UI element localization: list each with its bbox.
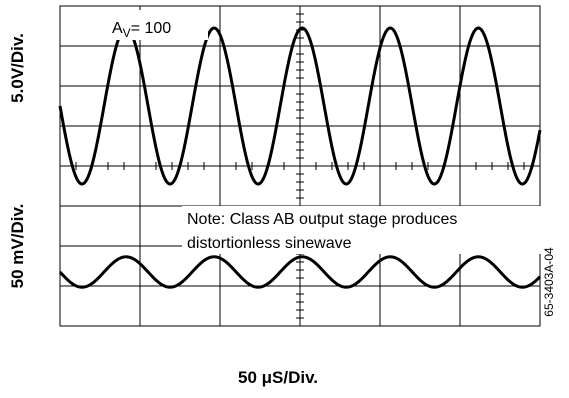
x-axis-label: 50 μS/Div. bbox=[238, 368, 319, 387]
note-line-1: Note: Class AB output stage produces bbox=[187, 211, 457, 228]
trace-output bbox=[58, 26, 542, 186]
y-axis-label-top: 5.0V/Div. bbox=[8, 33, 27, 103]
note-line-2: distortionless sinewave bbox=[187, 235, 352, 252]
trace-input bbox=[58, 255, 542, 289]
y-axis-label-bottom: 50 mV/Div. bbox=[8, 203, 27, 289]
figure-code: 65-3403A-04 bbox=[542, 247, 556, 317]
gain-label: AV= 100 bbox=[112, 20, 171, 40]
traces bbox=[58, 26, 542, 289]
axis-ticks bbox=[75, 13, 525, 319]
note-background bbox=[182, 206, 544, 254]
gain-label-background bbox=[104, 10, 208, 40]
